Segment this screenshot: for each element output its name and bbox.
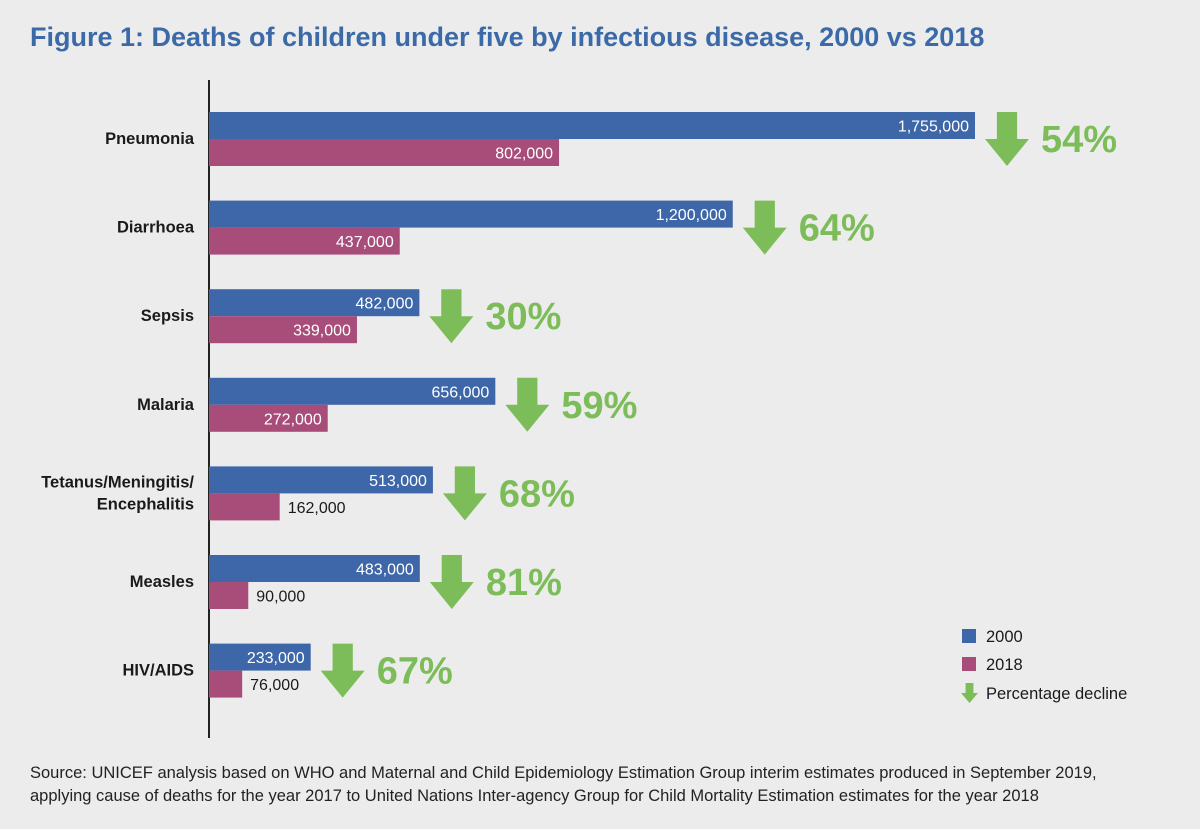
category-label: Malaria xyxy=(137,396,195,414)
data-label-2000: 482,000 xyxy=(356,296,414,313)
category-label: Diarrhoea xyxy=(117,219,195,237)
decline-arrow-icon xyxy=(429,555,474,609)
percentage-decline-label: 64% xyxy=(799,208,875,250)
percentage-decline-label: 68% xyxy=(499,473,575,515)
decline-arrow-icon xyxy=(320,643,365,698)
chart-title: Figure 1: Deaths of children under five … xyxy=(30,22,985,52)
category-label: HIV/AIDS xyxy=(122,662,194,680)
bar-2000 xyxy=(209,466,433,494)
bar-2018 xyxy=(209,670,243,698)
percentage-decline-label: 59% xyxy=(561,385,637,427)
decline-arrow-icon xyxy=(742,200,787,255)
data-label-2000: 513,000 xyxy=(369,473,427,490)
category-label: Measles xyxy=(130,573,194,591)
bar-2018 xyxy=(209,227,400,255)
data-label-2018: 162,000 xyxy=(288,500,346,517)
bar-2018 xyxy=(209,316,357,344)
decline-arrow-icon xyxy=(442,466,487,521)
decline-arrow-icon xyxy=(985,112,1029,166)
data-label-2018: 76,000 xyxy=(250,677,299,694)
legend-decline-arrow-icon xyxy=(961,683,978,703)
data-label-2000: 1,200,000 xyxy=(656,207,727,224)
bar-2000 xyxy=(209,112,975,139)
legend-swatch-2018 xyxy=(962,657,976,671)
bar-2018 xyxy=(209,582,249,609)
data-label-2018: 90,000 xyxy=(256,589,305,606)
percentage-decline-label: 67% xyxy=(377,651,453,693)
bar-2000 xyxy=(209,200,733,228)
data-label-2018: 802,000 xyxy=(495,146,553,163)
source-note: Source: UNICEF analysis based on WHO and… xyxy=(30,762,1180,808)
decline-arrow-icon xyxy=(505,377,550,432)
bar-2018 xyxy=(209,493,280,521)
decline-arrow-icon xyxy=(429,289,474,344)
data-label-2000: 1,755,000 xyxy=(898,119,969,136)
bar-2000 xyxy=(209,555,420,582)
category-label: Sepsis xyxy=(141,307,194,325)
category-label: Pneumonia xyxy=(105,130,195,148)
data-label-2000: 656,000 xyxy=(431,384,489,401)
category-label: Encephalitis xyxy=(97,495,194,513)
percentage-decline-label: 54% xyxy=(1041,119,1117,161)
legend-label-2000: 2000 xyxy=(986,628,1023,646)
source-line-1: Source: UNICEF analysis based on WHO and… xyxy=(30,764,1097,782)
legend-label-decline: Percentage decline xyxy=(986,685,1127,703)
bar-2000 xyxy=(209,643,311,671)
bar-2018 xyxy=(209,139,560,166)
data-label-2018: 437,000 xyxy=(336,234,394,251)
bar-2000 xyxy=(209,377,496,405)
data-label-2000: 483,000 xyxy=(356,562,414,579)
bar-2000 xyxy=(209,289,420,317)
data-label-2018: 339,000 xyxy=(293,323,351,340)
percentage-decline-label: 30% xyxy=(485,296,561,338)
category-label: Tetanus/Meningitis/ xyxy=(41,473,194,491)
legend-label-2018: 2018 xyxy=(986,656,1023,674)
data-label-2018: 272,000 xyxy=(264,411,322,428)
legend-swatch-2000 xyxy=(962,629,976,643)
percentage-decline-label: 81% xyxy=(486,562,562,604)
bar-2018 xyxy=(209,404,328,432)
data-label-2000: 233,000 xyxy=(247,650,305,667)
source-line-2: applying cause of deaths for the year 20… xyxy=(30,787,1039,805)
